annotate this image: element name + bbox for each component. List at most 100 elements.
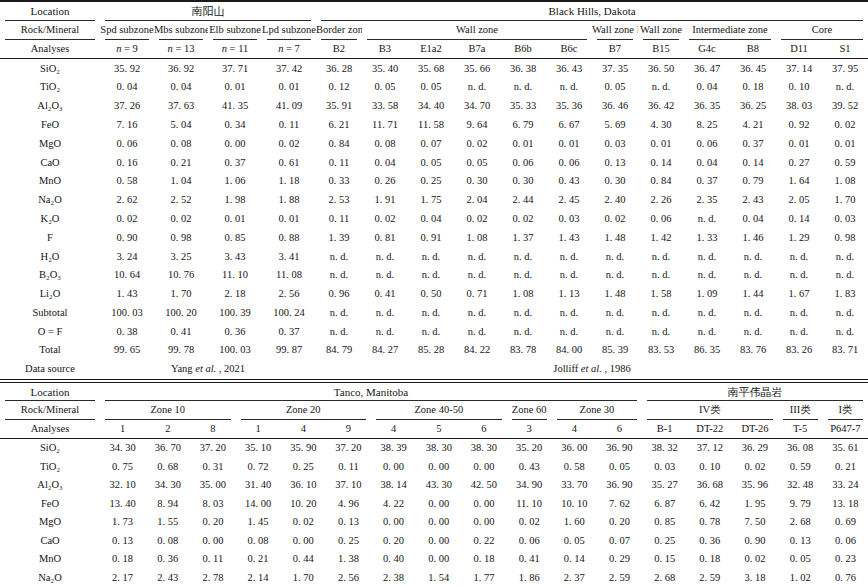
value-cell: 0. 02 (454, 135, 500, 154)
value-cell: 35. 20 (507, 439, 552, 458)
value-cell: 2. 43 (730, 191, 776, 210)
value-cell: 34. 30 (100, 439, 145, 458)
sample-column-header: n = 7 (262, 40, 316, 59)
value-cell: 11. 08 (262, 266, 316, 285)
value-cell: 84. 00 (546, 341, 592, 360)
value-cell: 2. 78 (190, 569, 235, 587)
value-cell: 0. 26 (362, 172, 408, 191)
value-cell: 13. 40 (100, 495, 145, 514)
value-cell: 0. 01 (208, 78, 262, 97)
value-cell: 0. 11 (262, 116, 316, 135)
table-row: Na₂O2. 622. 521. 981. 882. 531. 911. 752… (0, 191, 868, 210)
value-cell: 35. 36 (546, 97, 592, 116)
analyses-label: Analyses (0, 420, 100, 439)
value-cell: 0. 14 (638, 153, 684, 172)
value-cell: 36. 08 (778, 439, 823, 458)
value-cell: 0. 37 (262, 323, 316, 342)
value-cell: 0. 05 (552, 532, 597, 551)
value-cell: 100. 03 (208, 341, 262, 360)
value-cell: 35. 68 (408, 59, 454, 78)
value-cell: 0. 04 (154, 78, 208, 97)
value-cell: 0. 13 (326, 513, 371, 532)
value-cell: 10. 76 (154, 266, 208, 285)
value-cell: 1. 44 (730, 285, 776, 304)
value-cell: 0. 00 (416, 458, 461, 477)
value-cell: 0. 20 (597, 513, 642, 532)
value-cell: 35. 92 (100, 59, 154, 78)
value-cell: 0. 41 (154, 323, 208, 342)
value-cell: 4. 30 (638, 116, 684, 135)
value-cell: 1. 48 (592, 229, 638, 248)
value-cell: n. d. (684, 247, 730, 266)
sample-column-header: 4 (281, 420, 326, 439)
value-cell: 35. 90 (281, 439, 326, 458)
value-cell: 0. 04 (362, 153, 408, 172)
value-cell: 7. 62 (597, 495, 642, 514)
value-cell: 13. 18 (823, 495, 868, 514)
value-cell: 0. 25 (642, 532, 687, 551)
oxide-row-label: H₂O (0, 247, 100, 266)
value-cell: 0. 43 (546, 172, 592, 191)
value-cell: 33. 24 (823, 476, 868, 495)
oxide-row-label: K₂O (0, 210, 100, 229)
value-cell: 1. 09 (684, 285, 730, 304)
value-cell: 37. 95 (822, 59, 868, 78)
value-cell: 36. 92 (154, 59, 208, 78)
rock-mineral-label: Rock/Mineral (0, 401, 100, 420)
table-row: Subtotal100. 03100. 20100. 39100. 24n. d… (0, 304, 868, 323)
value-cell: 14. 00 (236, 495, 281, 514)
table-row: B₂O₃10. 6410. 7611. 1011. 08n. d.n. d.n.… (0, 266, 868, 285)
value-cell: 83. 53 (638, 341, 684, 360)
value-cell: 2. 68 (778, 513, 823, 532)
value-cell: 0. 14 (776, 210, 822, 229)
value-cell: 0. 18 (687, 550, 732, 569)
location-group-header: Black Hills, Dakota (316, 1, 868, 21)
value-cell: 36. 50 (638, 59, 684, 78)
value-cell: 2. 62 (100, 191, 154, 210)
value-cell: 1. 38 (326, 550, 371, 569)
oxide-row-label: TiO₂ (0, 78, 100, 97)
sample-column-header: 4 (371, 420, 416, 439)
value-cell: 6. 87 (642, 495, 687, 514)
value-cell: n. d. (316, 266, 362, 285)
table-row: Li₂O1. 431. 702. 182. 560. 960. 410. 500… (0, 285, 868, 304)
value-cell: 2. 18 (208, 285, 262, 304)
oxide-row-label: B₂O₃ (0, 266, 100, 285)
value-cell: 35. 00 (190, 476, 235, 495)
value-cell: 0. 06 (823, 532, 868, 551)
value-cell: 0. 30 (500, 172, 546, 191)
value-cell: n. d. (500, 78, 546, 97)
value-cell: 0. 05 (362, 78, 408, 97)
value-cell: n. d. (730, 247, 776, 266)
value-cell: 0. 04 (684, 153, 730, 172)
sample-column-header: B3 (362, 40, 408, 59)
value-cell: 0. 36 (208, 323, 262, 342)
sample-column-header: E1a2 (408, 40, 454, 59)
value-cell: 0. 30 (592, 172, 638, 191)
value-cell: n. d. (638, 323, 684, 342)
sample-column-header: P647-7 (823, 420, 868, 439)
oxide-row-label: Al₂O₃ (0, 97, 100, 116)
value-cell: n. d. (684, 323, 730, 342)
value-cell: 1. 54 (416, 569, 461, 587)
value-cell: 0. 31 (190, 458, 235, 477)
value-cell: 0. 05 (778, 550, 823, 569)
table-row: MgO0. 060. 080. 000. 020. 840. 080. 070.… (0, 135, 868, 154)
value-cell: 85. 28 (408, 341, 454, 360)
value-cell: 36. 46 (592, 97, 638, 116)
value-cell: 2. 56 (262, 285, 316, 304)
value-cell: 0. 43 (507, 458, 552, 477)
value-cell: n. d. (546, 323, 592, 342)
table-row: MnO0. 180. 360. 110. 210. 441. 380. 400.… (0, 550, 868, 569)
zone-group-header: Border zone (316, 21, 362, 40)
value-cell: 35. 10 (236, 439, 281, 458)
value-cell: 0. 96 (316, 285, 362, 304)
value-cell: 1. 06 (208, 172, 262, 191)
table-row: FeO7. 165. 040. 340. 116. 2111. 7111. 58… (0, 116, 868, 135)
value-cell: 35. 66 (454, 59, 500, 78)
value-cell: n. d. (316, 323, 362, 342)
value-cell: n. d. (730, 304, 776, 323)
oxide-row-label: O = F (0, 323, 100, 342)
value-cell: n. d. (500, 247, 546, 266)
value-cell: 0. 37 (730, 135, 776, 154)
